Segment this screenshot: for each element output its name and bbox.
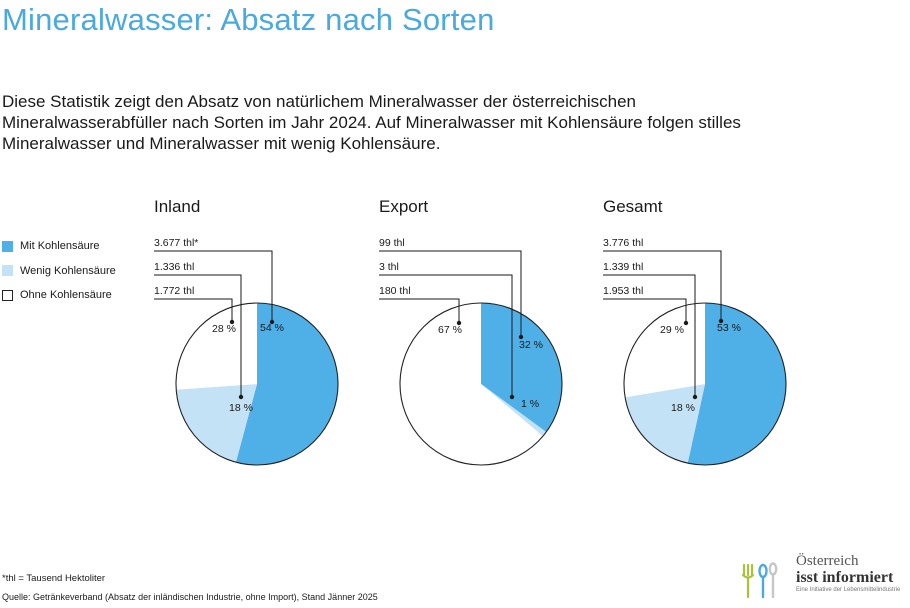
page-title: Mineralwasser: Absatz nach Sorten [2,2,495,37]
source-note: Quelle: Getränkeverband (Absatz der inlä… [2,592,378,602]
value-label-gesamt-ohne: 1.953 thl [603,285,643,297]
leader-line-inland-wenig [154,274,242,397]
leader-line-inland-ohne [154,298,233,322]
leader-line-export-ohne [379,298,460,323]
pie-slice-inland-mit [235,303,338,465]
footnote: *thl = Tausend Hektoliter [2,573,106,584]
pie-slice-export-ohne [400,303,543,465]
leader-dot-export-ohne [456,320,462,326]
percent-label-export-mit: 32 % [519,339,543,351]
percent-label-gesamt-mit: 53 % [717,322,741,334]
legend-label-ohne: Ohne Kohlensäure [20,289,112,302]
pie-slice-export-mit [481,303,563,433]
value-label-inland-wenig: 1.336 thl [154,261,194,273]
pie-gesamt: Gesamt 3.776 thl 53 % 1.339 thl 18 % 1.953 th… [603,197,787,466]
pie-slice-export-wenig [481,384,547,437]
leader-line-gesamt-ohne [603,298,687,323]
legend-label-mit: Mit Kohlensäure [20,240,100,253]
legend-swatch-ohne [2,289,13,301]
pie-title-gesamt: Gesamt [603,197,663,216]
value-label-gesamt-mit: 3.776 thl [603,237,643,249]
logo-line-2: isst informiert [796,569,894,586]
pie-slice-gesamt-mit [687,303,787,465]
leader-dot-inland-wenig [238,394,244,400]
legend: Mit Kohlensäure Wenig Kohlensäure Ohne K… [2,234,116,308]
leader-line-inland-mit [154,250,273,322]
leader-line-gesamt-wenig [603,274,696,397]
percent-label-inland-mit: 54 % [260,322,284,334]
pie-outline-export [399,302,563,466]
logo-line-3: Eine Initiative der Lebensmittelindustri… [796,587,901,593]
leader-dot-inland-ohne [229,319,235,325]
value-label-inland-mit: 3.677 thl* [154,237,198,249]
value-label-gesamt-wenig: 1.339 thl [603,261,643,273]
percent-label-gesamt-ohne: 29 % [660,324,684,336]
value-label-export-mit: 99 thl [379,237,405,249]
leader-line-gesamt-mit [603,250,722,321]
leader-line-export-wenig [379,274,513,397]
pie-slice-gesamt-wenig [625,384,705,464]
legend-swatch-wenig [2,265,13,277]
leader-line-export-mit [379,250,522,337]
pie-outline-gesamt [623,302,787,466]
leader-dot-export-wenig [509,394,515,400]
legend-item-mit: Mit Kohlensäure [2,234,116,259]
pie-outline-inland [175,302,339,466]
pie-export: Export 99 thl 32 % 3 thl 1 % 180 thl 67 % [379,197,563,466]
percent-label-export-wenig: 1 % [521,398,539,410]
pie-slice-inland-wenig [176,384,257,463]
leader-dot-export-mit [518,334,524,340]
value-label-inland-ohne: 1.772 thl [154,285,194,297]
leader-dot-gesamt-ohne [683,320,689,326]
legend-label-wenig: Wenig Kohlensäure [20,264,116,277]
cutlery-icon [741,562,778,599]
percent-label-gesamt-wenig: 18 % [671,402,695,414]
percent-label-inland-ohne: 28 % [212,323,236,335]
leader-dot-gesamt-wenig [692,394,698,400]
legend-item-ohne: Ohne Kohlensäure [2,283,116,308]
percent-label-inland-wenig: 18 % [229,402,253,414]
pie-title-export: Export [379,197,428,216]
pie-inland: Inland 3.677 thl* 54 % 1.336 thl 18 % 1.772 t… [154,197,339,466]
leader-dot-gesamt-mit [718,318,724,324]
pie-slice-inland-ohne [176,303,257,390]
legend-swatch-mit [2,240,13,252]
pie-slice-gesamt-ohne [623,303,705,398]
percent-label-export-ohne: 67 % [438,324,462,336]
leader-dot-inland-mit [269,319,275,325]
pie-title-inland: Inland [154,197,200,216]
value-label-export-wenig: 3 thl [379,261,399,273]
legend-item-wenig: Wenig Kohlensäure [2,259,116,284]
logo-line-1: Österreich [796,553,859,569]
intro-text: Diese Statistik zeigt den Absatz von nat… [2,92,741,153]
brand-logo: Österreich isst informiert Eine Initiati… [738,553,908,603]
value-label-export-ohne: 180 thl [379,285,411,297]
